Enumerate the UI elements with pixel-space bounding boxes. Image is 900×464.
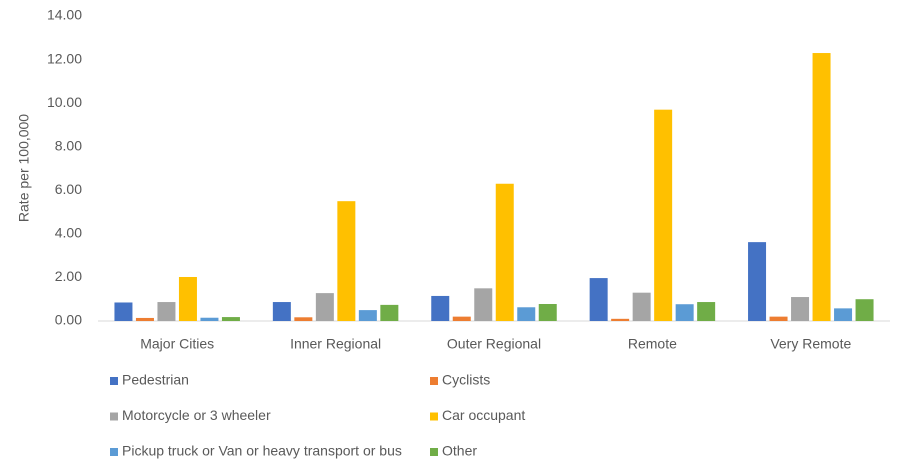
bar xyxy=(611,318,630,321)
bar xyxy=(380,304,399,321)
bar xyxy=(337,201,356,321)
legend-label: Pedestrian xyxy=(122,372,189,388)
bar xyxy=(834,308,853,321)
legend-label: Other xyxy=(442,443,477,459)
bar xyxy=(748,242,767,321)
bar xyxy=(769,316,788,321)
bar xyxy=(517,307,536,321)
x-tick-label: Inner Regional xyxy=(290,336,381,352)
legend-label: Motorcycle or 3 wheeler xyxy=(122,407,271,423)
y-tick-label: 4.00 xyxy=(55,225,82,241)
legend-label: Pickup truck or Van or heavy transport o… xyxy=(122,443,402,459)
bar xyxy=(358,310,377,321)
x-tick-label: Very Remote xyxy=(770,336,851,352)
y-tick-label: 14.00 xyxy=(47,7,82,23)
legend-swatch xyxy=(430,448,438,456)
bar xyxy=(200,317,219,321)
bar xyxy=(431,295,450,321)
x-tick-label: Outer Regional xyxy=(447,336,541,352)
legend-label: Car occupant xyxy=(442,407,525,423)
legend-swatch xyxy=(430,377,438,385)
legend-label: Cyclists xyxy=(442,372,490,388)
bar xyxy=(114,302,133,321)
bar xyxy=(538,304,557,321)
bar xyxy=(272,302,291,321)
x-tick-label: Major Cities xyxy=(140,336,214,352)
y-tick-label: 0.00 xyxy=(55,312,82,328)
legend-swatch xyxy=(110,412,118,421)
bar xyxy=(675,304,694,321)
bar xyxy=(654,109,673,321)
bar xyxy=(452,316,471,321)
bar xyxy=(474,288,493,321)
bar xyxy=(812,53,831,322)
x-tick-label: Remote xyxy=(628,336,677,352)
bar xyxy=(157,302,176,321)
bar xyxy=(221,317,240,321)
bar xyxy=(294,317,313,321)
y-tick-label: 8.00 xyxy=(55,137,82,153)
bar xyxy=(135,317,154,321)
bar xyxy=(697,302,716,321)
legend-swatch xyxy=(430,412,438,421)
bar xyxy=(178,276,197,321)
bar xyxy=(495,183,514,321)
bar xyxy=(589,278,608,321)
bar xyxy=(632,292,651,321)
y-tick-label: 6.00 xyxy=(55,181,82,197)
legend-swatch xyxy=(110,377,118,385)
legend-swatch xyxy=(110,448,118,456)
y-tick-label: 2.00 xyxy=(55,268,82,284)
y-axis-label: Rate per 100,000 xyxy=(16,114,32,222)
bar xyxy=(791,297,810,321)
bar xyxy=(315,293,334,321)
y-tick-label: 12.00 xyxy=(47,50,82,66)
y-tick-label: 10.00 xyxy=(47,94,82,110)
bar xyxy=(855,299,874,321)
